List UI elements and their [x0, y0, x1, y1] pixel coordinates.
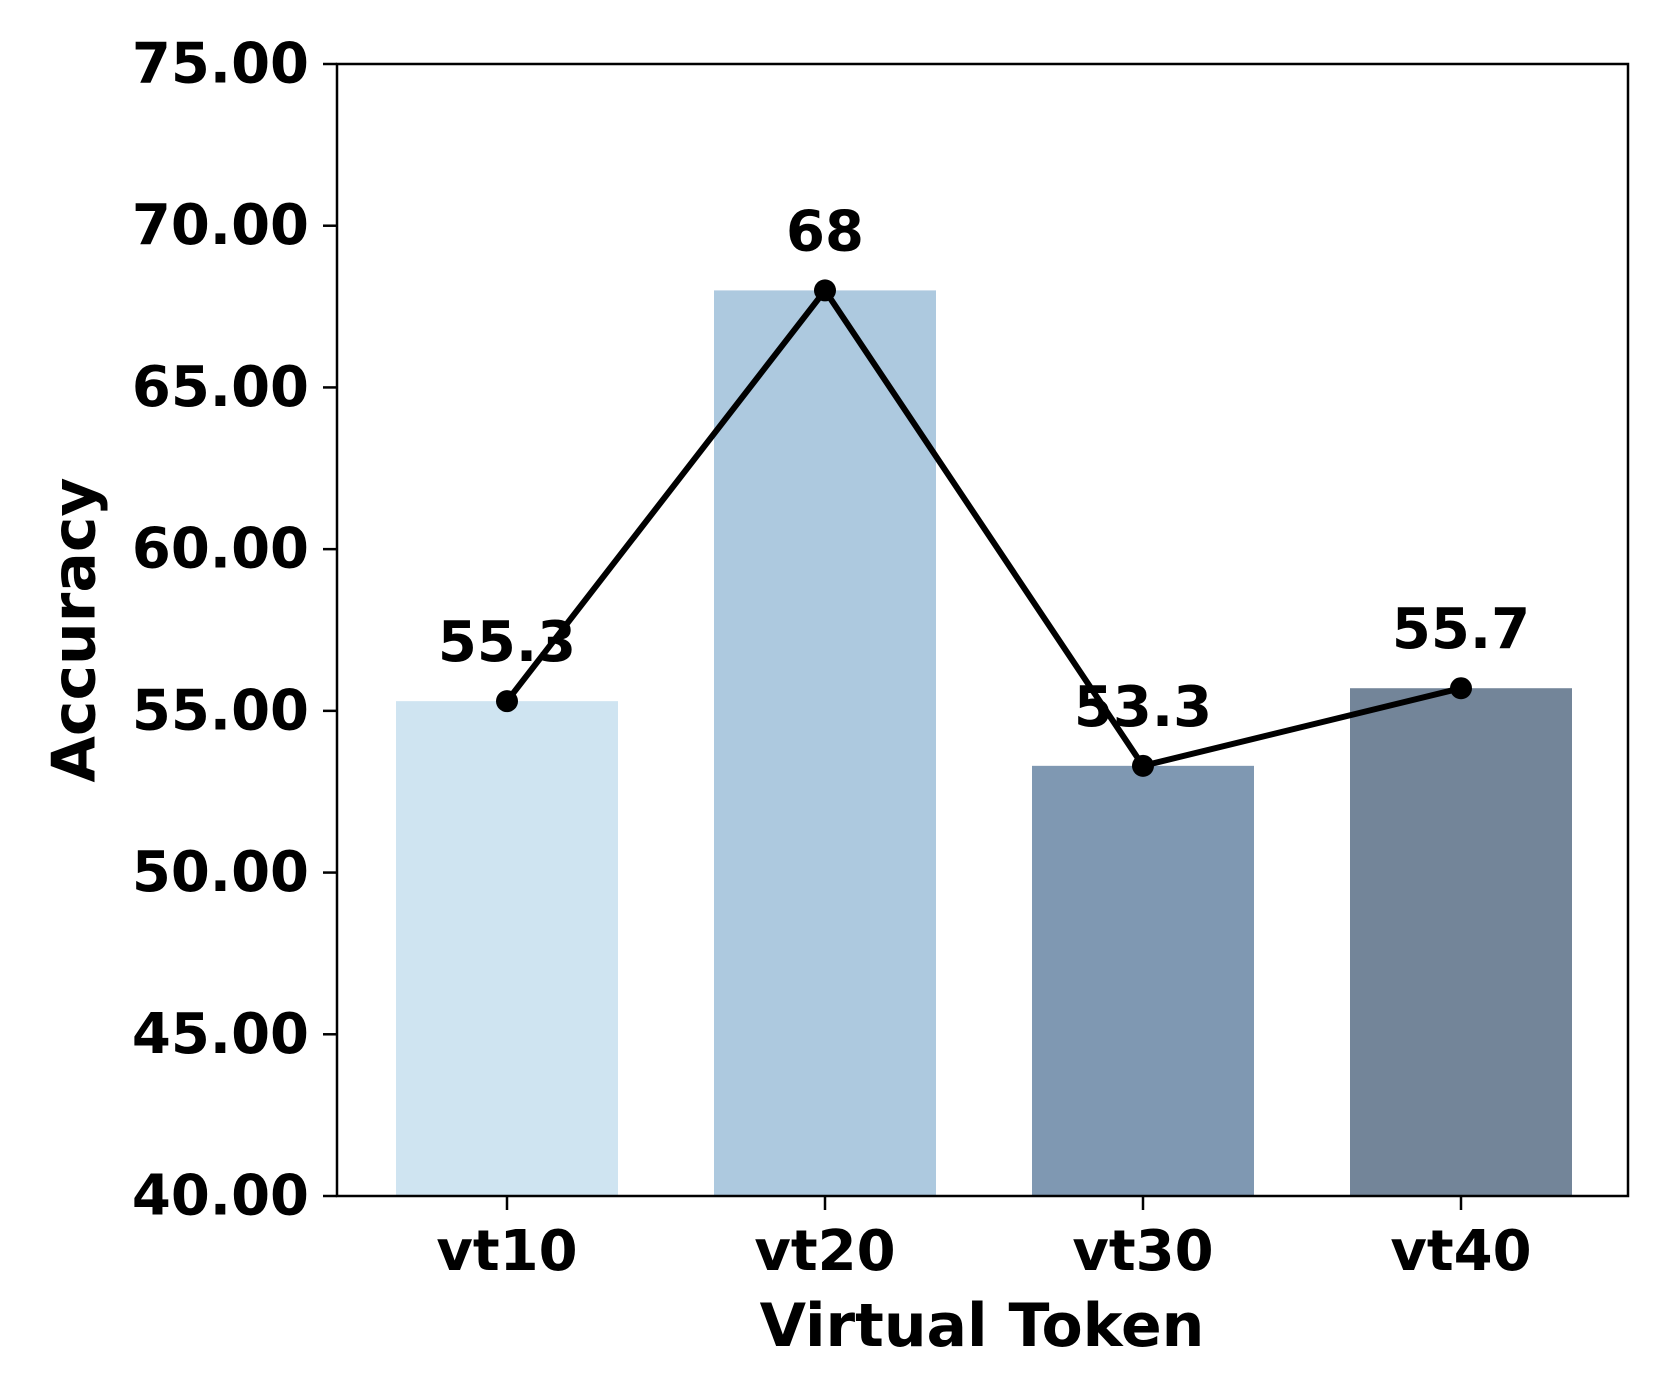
data-label-vt40: 55.7	[1392, 597, 1530, 662]
x-axis-label: Virtual Token	[760, 1291, 1205, 1361]
line-point-vt20	[814, 279, 836, 302]
data-label-vt20: 68	[786, 199, 864, 264]
y-tick-label-70.00: 70.00	[132, 193, 309, 258]
bar-vt40	[1350, 688, 1572, 1196]
y-tick-label-50.00: 50.00	[132, 840, 309, 905]
x-tick-label-vt30: vt30	[1072, 1219, 1213, 1284]
data-label-vt30: 53.3	[1074, 675, 1212, 740]
line-point-vt30	[1132, 754, 1154, 777]
bar-vt10	[396, 701, 618, 1196]
x-tick-label-vt20: vt20	[754, 1219, 895, 1284]
line-layer	[496, 279, 1472, 777]
y-tick-label-40.00: 40.00	[132, 1164, 309, 1229]
y-tick-label-45.00: 45.00	[132, 1002, 309, 1067]
series-line	[504, 287, 1462, 769]
y-tick-label-65.00: 65.00	[132, 355, 309, 420]
y-axis-label: Accuracy	[40, 477, 110, 782]
y-axis: 40.00 45.00 50.00 55.00 60.00 65.00 70.00 75.00	[132, 32, 337, 1229]
x-tick-label-vt40: vt40	[1390, 1219, 1531, 1284]
y-tick-label-60.00: 60.00	[132, 517, 309, 582]
y-tick-label-55.00: 55.00	[132, 678, 309, 743]
bar-vt30	[1032, 765, 1254, 1196]
x-tick-label-vt10: vt10	[436, 1219, 577, 1284]
line-point-vt10	[496, 690, 518, 713]
bars-layer	[396, 290, 1572, 1196]
line-point-vt40	[1450, 677, 1472, 700]
x-axis: vt10 vt20 vt30 vt40	[436, 1196, 1532, 1284]
data-label-vt10: 55.3	[438, 610, 576, 675]
y-tick-label-75.00: 75.00	[132, 32, 309, 97]
bar-vt20	[714, 290, 936, 1196]
plot-frame	[335, 62, 1630, 1198]
data-labels-layer: 55.3 68 53.3 55.7	[438, 199, 1530, 739]
